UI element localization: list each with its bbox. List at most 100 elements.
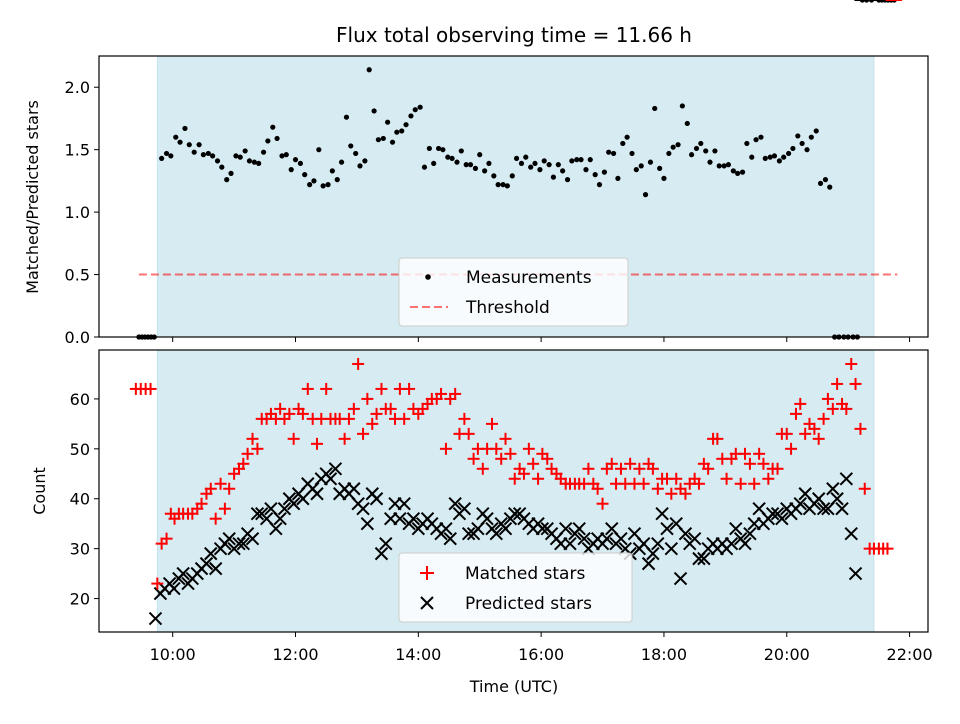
measurement-point	[440, 147, 446, 153]
measurement-point	[412, 107, 418, 113]
predicted-point	[765, 507, 780, 521]
predicted-point	[614, 531, 628, 546]
measurement-point	[477, 152, 483, 158]
measurement-point	[288, 167, 294, 173]
predicted-point	[379, 536, 393, 551]
measurement-point	[482, 168, 488, 174]
measurement-point	[362, 158, 368, 164]
matched-point	[241, 447, 254, 460]
measurement-point	[776, 158, 782, 164]
matched-point	[301, 382, 314, 395]
predicted-point	[245, 531, 260, 546]
bottom-x-tick-label: 10:00	[150, 645, 196, 664]
matched-point	[831, 377, 844, 390]
bottom-x-tick-label: 22:00	[887, 645, 933, 664]
measurement-point	[647, 159, 654, 165]
matched-point	[596, 497, 609, 510]
matched-point	[748, 477, 761, 490]
measurement-point	[537, 167, 543, 173]
matched-point	[780, 427, 793, 440]
bottom-y-tick-label: 50	[70, 440, 90, 459]
matched-point	[195, 497, 208, 510]
measurement-point	[329, 168, 335, 174]
measurement-point	[491, 173, 497, 179]
measurement-point	[242, 148, 248, 154]
top-legend: Measurements Threshold	[398, 257, 629, 327]
measurement-point	[426, 145, 432, 152]
bottom-y-axis: 20 30 40 50 60	[70, 390, 99, 609]
predicted-point	[328, 462, 343, 476]
measurement-point	[270, 124, 276, 130]
predicted-point	[729, 521, 743, 536]
matched-point	[739, 447, 752, 460]
measurement-point	[228, 170, 234, 176]
matched-point	[320, 382, 333, 395]
matched-point	[366, 417, 379, 430]
matched-point	[204, 482, 217, 495]
matched-point	[522, 442, 535, 455]
predicted-legend-label: Predicted stars	[465, 594, 592, 614]
predicted-point	[664, 541, 679, 556]
matched-point	[826, 402, 839, 415]
matched-point	[435, 387, 448, 400]
measurement-legend-label: Measurements	[466, 268, 592, 288]
measurement-point	[578, 157, 584, 163]
matched-point	[237, 457, 250, 470]
predicted-point	[600, 531, 614, 546]
bottom-y-tick-label: 20	[70, 590, 90, 609]
top-y-tick-label: 0.5	[65, 266, 90, 285]
predicted-point	[687, 531, 702, 546]
matched-point	[246, 432, 259, 445]
measurement-point	[472, 165, 479, 171]
matched-points	[129, 0, 903, 590]
measurement-point	[688, 152, 695, 158]
predicted-point	[208, 561, 223, 576]
predicted-point	[269, 521, 283, 536]
bottom-x-tick-label: 12:00	[272, 645, 318, 664]
predicted-point	[577, 531, 591, 546]
top-y-label: Matched/Predicted stars	[23, 100, 42, 294]
predicted-point	[250, 507, 265, 521]
measurement-point	[721, 163, 727, 169]
measurement-point	[583, 167, 589, 173]
matched-point	[458, 412, 471, 425]
measurement-point	[320, 183, 326, 189]
measurement-point	[385, 119, 391, 125]
matched-point	[274, 402, 287, 415]
top-y-tick-label: 1.5	[65, 141, 90, 160]
predicted-point	[273, 511, 287, 526]
measurement-point	[555, 162, 561, 168]
top-plot-frame	[98, 55, 929, 338]
measurement-point	[804, 147, 810, 153]
matched-point	[151, 577, 164, 590]
matched-point	[476, 462, 489, 475]
predicted-point	[277, 502, 292, 516]
measurement-point	[219, 164, 225, 170]
measurement-point	[168, 153, 174, 159]
matched-point	[490, 442, 503, 455]
measurement-point	[200, 152, 206, 158]
bottom-x-tick-label: 14:00	[395, 645, 441, 664]
measurement-point	[817, 180, 824, 186]
matched-point	[799, 427, 812, 440]
measurement-point	[574, 157, 580, 163]
bottom-plot-frame	[98, 349, 929, 633]
predicted-point	[480, 511, 494, 526]
measurement-point	[716, 163, 722, 169]
predicted-point	[167, 581, 181, 596]
bottom-y-label: Count	[30, 467, 49, 515]
measurement-point	[532, 160, 538, 167]
matched-point	[670, 472, 683, 485]
measurement-point	[504, 183, 510, 189]
matched-legend-marker	[420, 566, 434, 580]
matched-point	[296, 407, 309, 420]
predicted-point	[393, 511, 407, 526]
predicted-point	[835, 502, 849, 516]
measurement-point	[707, 159, 713, 165]
measurement-point	[467, 162, 474, 168]
predicted-point	[697, 551, 711, 566]
bottom-observing-span	[156, 349, 875, 633]
measurement-point	[163, 150, 170, 157]
predicted-point	[360, 516, 375, 531]
matched-point	[439, 442, 452, 455]
